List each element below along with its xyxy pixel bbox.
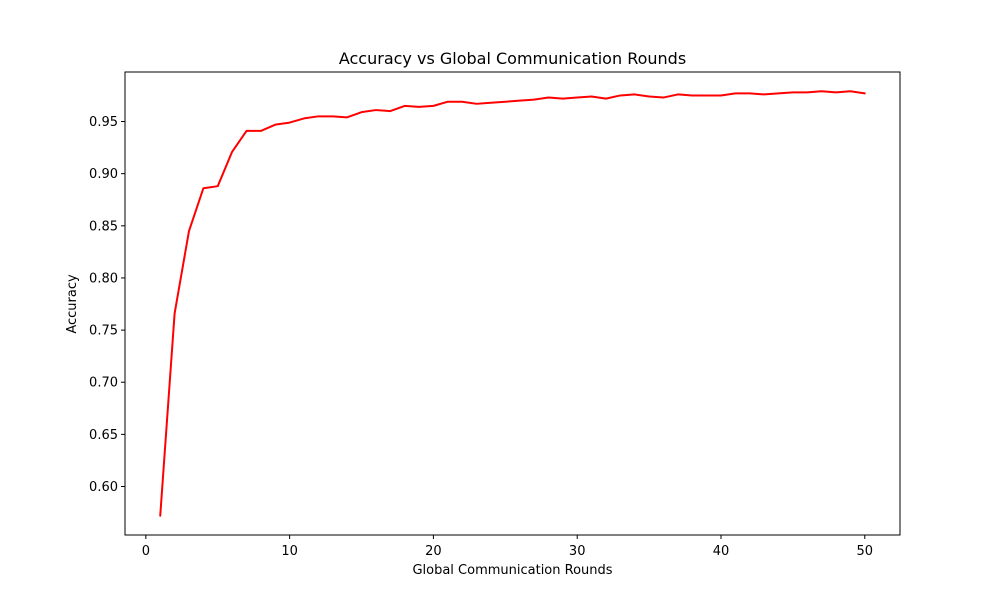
plot-area: 0 10 20 30 40 50 0.60 0.65 0.70 0.75 0.80 0.85 0.90 0… — [89, 71, 901, 559]
y-tick-label: 0.85 — [89, 219, 118, 234]
y-tick-label: 0.80 — [89, 271, 118, 286]
y-tick-label: 0.90 — [89, 167, 118, 182]
y-tick-label: 0.95 — [89, 115, 118, 130]
chart-title: Accuracy vs Global Communication Rounds — [339, 49, 686, 68]
y-tick-label: 0.70 — [89, 376, 118, 391]
x-tick-label: 20 — [425, 544, 442, 559]
series-line-0 — [159, 90, 866, 517]
x-tick-label: 40 — [713, 544, 730, 559]
y-tick-label: 0.65 — [89, 428, 118, 443]
axes-frame — [124, 71, 901, 536]
x-tick-label: 50 — [856, 544, 873, 559]
x-tick-label: 10 — [281, 544, 298, 559]
y-tick-label: 0.60 — [89, 480, 118, 495]
y-tick-label: 0.75 — [89, 324, 118, 339]
x-tick-label: 30 — [569, 544, 586, 559]
x-tick-label: 0 — [142, 544, 150, 559]
x-axis-label: Global Communication Rounds — [412, 563, 612, 578]
y-axis-label: Accuracy — [65, 274, 80, 334]
